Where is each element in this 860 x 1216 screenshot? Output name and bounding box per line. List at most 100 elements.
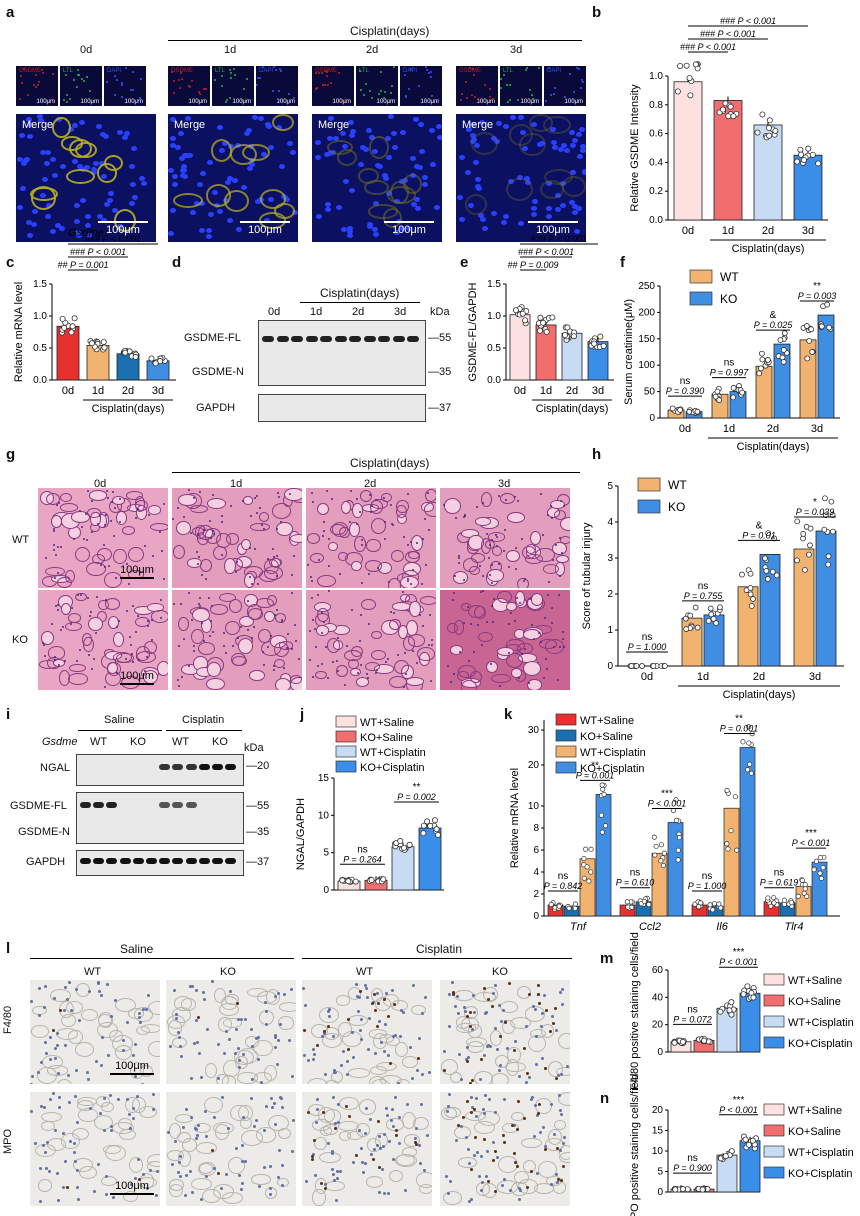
data-point <box>763 567 770 574</box>
nucleus-dot <box>545 205 552 211</box>
nucleus-dot <box>357 162 364 168</box>
nucleus <box>209 520 212 523</box>
x-tick-label: 0d <box>641 671 653 683</box>
nucleus <box>323 529 326 532</box>
signal-dot <box>437 101 440 104</box>
nucleus <box>276 492 279 495</box>
data-point <box>686 75 693 82</box>
signal-dot <box>371 97 374 100</box>
nucleus-dot <box>102 134 109 140</box>
data-point <box>765 357 771 363</box>
nucleus <box>369 494 372 497</box>
nucleus <box>490 563 493 566</box>
data-point <box>625 904 631 910</box>
tubule <box>443 498 461 514</box>
nucleus-dot <box>509 115 516 121</box>
he-image <box>306 488 436 588</box>
nucleus <box>201 574 204 577</box>
data-point <box>397 838 404 845</box>
nucleus <box>125 563 128 566</box>
tubule <box>126 491 143 501</box>
nucleus <box>241 499 244 502</box>
y-tick-label: 0 <box>657 1187 663 1198</box>
data-point <box>599 829 605 835</box>
nucleus <box>279 521 282 524</box>
data-point <box>800 531 807 537</box>
scale-label: 100μm <box>36 99 55 105</box>
signal-dot <box>321 71 324 74</box>
nucleus-dot <box>207 212 214 218</box>
tubule <box>57 576 73 588</box>
data-point <box>802 566 808 573</box>
nucleus-dot <box>419 149 426 155</box>
nucleus-dot <box>421 174 428 180</box>
nucleus <box>113 535 116 538</box>
nucleus-dot <box>570 142 577 148</box>
scale-label: 100μm <box>188 99 207 105</box>
nucleus <box>104 565 107 568</box>
nucleus <box>411 568 414 571</box>
scale-label: 100μm <box>276 99 295 105</box>
nucleus-dot <box>170 208 177 214</box>
signal-dot <box>172 80 175 83</box>
data-point <box>540 319 547 326</box>
tubule-ring <box>506 177 534 202</box>
nucleus <box>425 563 428 566</box>
data-point <box>781 330 788 337</box>
tubule <box>506 511 526 524</box>
data-point <box>549 314 556 321</box>
nucleus-dot <box>473 160 480 165</box>
scale-bar-line <box>384 221 434 223</box>
data-point <box>764 576 771 582</box>
data-point <box>748 603 755 609</box>
tubule <box>121 526 136 535</box>
tubule <box>542 564 560 575</box>
nucleus-dot <box>568 129 575 135</box>
nucleus <box>81 525 84 528</box>
data-point <box>352 878 359 885</box>
data-point <box>711 900 718 907</box>
data-point <box>707 605 714 612</box>
data-point <box>100 338 107 345</box>
signal-dot <box>139 96 142 99</box>
y-tick-label: 0.5 <box>33 343 47 354</box>
data-point <box>747 585 754 591</box>
channel-image: GSDME 100μm <box>16 66 58 106</box>
signal-dot <box>576 67 579 70</box>
tubule <box>85 561 106 577</box>
nucleus <box>182 516 185 519</box>
channel-image: LTL 100μm <box>60 66 102 106</box>
y-tick-label: 2 <box>607 589 613 600</box>
nucleus <box>560 500 562 503</box>
day-label: 0d <box>94 478 107 490</box>
nucleus-dot <box>50 228 57 234</box>
tubule <box>499 492 515 505</box>
nucleus <box>211 493 214 496</box>
data-point <box>795 893 801 899</box>
signal-dot <box>405 95 408 98</box>
nucleus <box>144 545 147 548</box>
tubule <box>423 502 436 517</box>
data-point <box>754 129 761 136</box>
tubule <box>365 539 381 552</box>
nucleus-dot <box>73 202 80 208</box>
nucleus <box>277 495 280 498</box>
nucleus-dot <box>381 172 388 178</box>
nucleus-dot <box>184 153 191 159</box>
signal-dot <box>338 72 341 75</box>
nucleus <box>196 532 199 535</box>
data-point <box>750 994 757 1001</box>
tubule <box>505 550 520 563</box>
data-point <box>794 518 801 525</box>
significance-label: ## P = 0.009 <box>508 260 559 270</box>
data-point <box>572 901 578 907</box>
signal-dot <box>572 91 575 94</box>
data-point <box>724 787 730 793</box>
nucleus <box>235 570 238 573</box>
data-point <box>732 794 738 800</box>
nucleus <box>327 565 330 568</box>
data-point <box>724 841 730 847</box>
nucleus-dot <box>346 229 353 235</box>
tubule <box>349 522 360 538</box>
y-axis-label: Relative mRNA level <box>509 768 521 868</box>
